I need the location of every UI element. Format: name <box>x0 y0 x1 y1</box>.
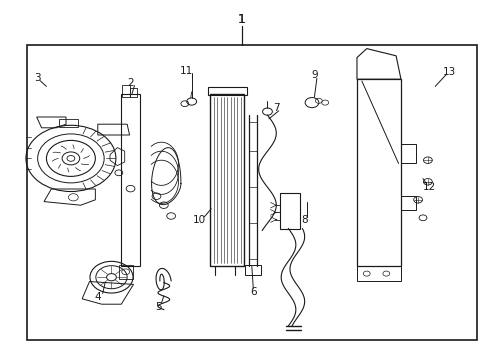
Bar <box>356 266 400 281</box>
Text: 6: 6 <box>249 287 256 297</box>
Text: 1: 1 <box>238 13 245 26</box>
Text: 11: 11 <box>180 66 193 76</box>
Bar <box>207 87 246 95</box>
Bar <box>245 265 261 275</box>
Bar <box>119 265 132 279</box>
Text: 8: 8 <box>301 215 307 225</box>
Text: 4: 4 <box>94 292 101 302</box>
Text: 3: 3 <box>34 73 41 83</box>
Text: 12: 12 <box>422 182 435 192</box>
Bar <box>122 85 129 97</box>
Text: 13: 13 <box>442 67 456 77</box>
Text: 1: 1 <box>238 13 245 26</box>
Bar <box>121 94 140 266</box>
Bar <box>400 144 415 163</box>
Text: 9: 9 <box>310 70 317 80</box>
Text: 5: 5 <box>155 302 162 312</box>
Text: 10: 10 <box>193 215 205 225</box>
Bar <box>356 79 400 266</box>
Bar <box>27 45 476 340</box>
Bar <box>210 94 244 266</box>
Bar <box>279 193 300 229</box>
Text: 7: 7 <box>273 103 280 113</box>
Text: 2: 2 <box>127 78 134 88</box>
Bar <box>130 88 137 97</box>
Bar <box>59 119 78 127</box>
Bar <box>400 196 415 210</box>
